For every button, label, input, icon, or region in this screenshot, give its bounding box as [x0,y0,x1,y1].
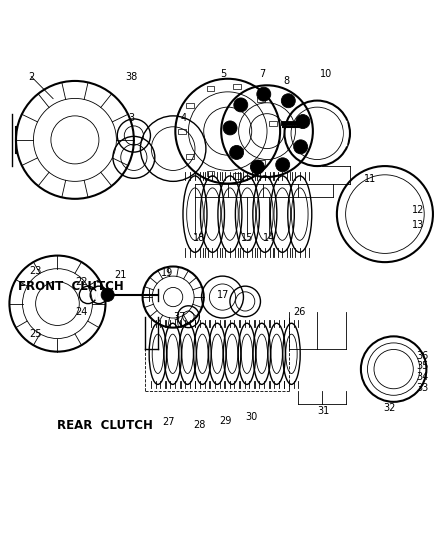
Text: 18: 18 [193,233,205,243]
Text: 11: 11 [364,174,376,184]
Text: 26: 26 [293,308,306,317]
Text: 34: 34 [416,372,428,382]
Bar [233,173,241,179]
Circle shape [234,98,248,112]
Circle shape [257,87,271,101]
Circle shape [223,121,237,135]
Text: 28: 28 [193,419,205,430]
Bar [269,120,277,126]
Text: 3: 3 [129,113,135,123]
Circle shape [296,115,310,128]
Text: 21: 21 [115,270,127,280]
Text: 2: 2 [28,71,34,82]
Text: 33: 33 [416,383,428,393]
Text: 5: 5 [220,69,226,79]
Text: 37: 37 [173,312,186,322]
Bar [257,96,265,102]
Text: 32: 32 [383,403,396,414]
Text: 31: 31 [318,406,330,416]
Circle shape [101,288,114,302]
Circle shape [251,160,265,174]
Text: 29: 29 [219,416,232,426]
Text: 13: 13 [412,220,424,230]
Bar [233,84,241,89]
Text: REAR  CLUTCH: REAR CLUTCH [57,419,153,432]
Text: 35: 35 [416,361,428,371]
Text: 38: 38 [126,71,138,82]
Text: FRONT  CLUTCH: FRONT CLUTCH [18,280,124,293]
Text: 22: 22 [75,277,88,287]
Text: 27: 27 [162,417,175,427]
Text: 19: 19 [160,268,173,278]
Bar [207,86,215,91]
Text: 24: 24 [75,308,88,317]
Text: 15: 15 [241,233,254,243]
Text: 14: 14 [263,233,276,243]
Text: 12: 12 [411,205,424,215]
Bar [186,103,194,108]
Text: 4: 4 [181,113,187,123]
Bar [207,171,215,176]
Circle shape [281,94,295,108]
Circle shape [293,140,307,154]
Text: 8: 8 [284,76,290,86]
Text: 23: 23 [29,266,42,276]
Text: 36: 36 [416,351,428,361]
Text: 30: 30 [246,412,258,422]
Text: 7: 7 [260,69,266,79]
Circle shape [230,146,244,159]
Bar [257,160,265,166]
Circle shape [276,158,290,172]
Bar [178,128,186,134]
Text: 10: 10 [320,69,332,79]
Text: 25: 25 [29,329,42,339]
Text: 17: 17 [217,290,230,300]
Bar [186,154,194,159]
